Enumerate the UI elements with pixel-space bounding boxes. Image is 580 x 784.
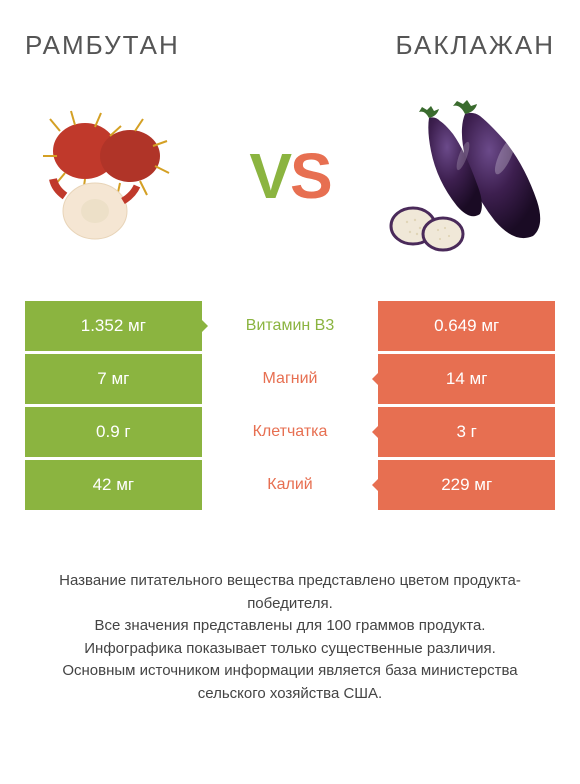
right-product-title: БАКЛАЖАН (395, 30, 555, 61)
left-value: 0.9 г (25, 407, 202, 457)
table-row: 0.9 гКлетчатка3 г (25, 407, 555, 457)
footer-notes: Название питательного вещества представл… (25, 570, 555, 705)
header: РАМБУТАН БАКЛАЖАН (25, 30, 555, 61)
nutrient-label: Магний (202, 354, 379, 404)
nutrient-label: Калий (202, 460, 379, 510)
rambutan-image (25, 96, 195, 256)
vs-v: V (249, 140, 290, 212)
comparison-table: 1.352 мгВитамин B30.649 мг7 мгМагний14 м… (25, 301, 555, 510)
left-value: 1.352 мг (25, 301, 202, 351)
footer-line-2: Все значения представлены для 100 граммо… (35, 615, 545, 638)
footer-line-3: Инфографика показывает только существенн… (35, 638, 545, 661)
vs-s: S (290, 140, 331, 212)
table-row: 1.352 мгВитамин B30.649 мг (25, 301, 555, 351)
right-value: 14 мг (378, 354, 555, 404)
table-row: 42 мгКалий229 мг (25, 460, 555, 510)
table-row: 7 мгМагний14 мг (25, 354, 555, 404)
nutrient-label: Витамин B3 (202, 301, 379, 351)
left-value: 7 мг (25, 354, 202, 404)
eggplant-image (385, 96, 555, 256)
images-row: VS (25, 91, 555, 261)
footer-line-4: Основным источником информации является … (35, 660, 545, 705)
nutrient-label: Клетчатка (202, 407, 379, 457)
right-value: 229 мг (378, 460, 555, 510)
right-value: 0.649 мг (378, 301, 555, 351)
left-value: 42 мг (25, 460, 202, 510)
left-product-title: РАМБУТАН (25, 30, 180, 61)
vs-label: VS (249, 139, 330, 213)
footer-line-1: Название питательного вещества представл… (35, 570, 545, 615)
right-value: 3 г (378, 407, 555, 457)
